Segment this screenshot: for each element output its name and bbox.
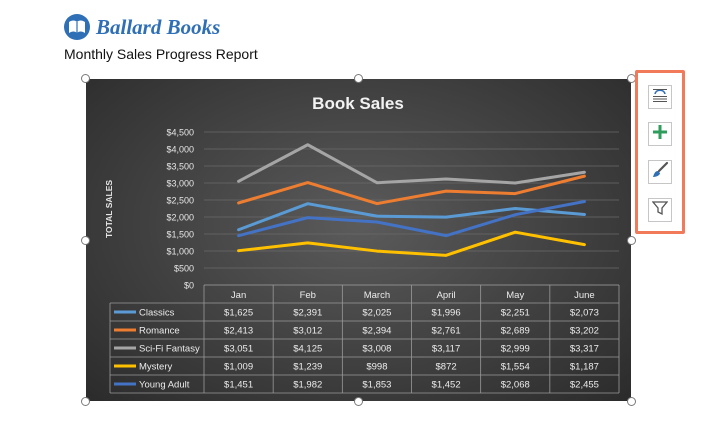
category-label: May xyxy=(506,290,524,301)
series-name-label: Young Adult xyxy=(139,380,190,391)
series-line-3 xyxy=(237,230,586,257)
category-label: March xyxy=(364,290,390,301)
y-axis-label: TOTAL SALES xyxy=(104,180,114,238)
series-name-label: Sci-Fi Fantasy xyxy=(139,344,200,355)
data-cell: $3,008 xyxy=(362,344,391,355)
y-tick-label: $2,000 xyxy=(166,213,194,223)
series-line-4 xyxy=(237,200,586,238)
data-cell: $2,413 xyxy=(224,326,253,337)
chart-styles-button[interactable] xyxy=(648,160,672,184)
resize-handle-bottom-right[interactable] xyxy=(627,397,636,406)
data-cell: $1,625 xyxy=(224,308,253,319)
data-cell: $1,239 xyxy=(293,362,322,373)
brush-icon xyxy=(651,161,669,184)
data-cell: $3,202 xyxy=(570,326,599,337)
data-cell: $3,317 xyxy=(570,344,599,355)
series-name-label: Classics xyxy=(139,308,175,319)
resize-handle-top-left[interactable] xyxy=(81,74,90,83)
data-cell: $2,761 xyxy=(432,326,461,337)
series-name-label: Romance xyxy=(139,326,180,337)
data-cell: $1,187 xyxy=(570,362,599,373)
plus-icon xyxy=(652,124,668,145)
data-cell: $1,451 xyxy=(224,380,253,391)
series-name-label: Mystery xyxy=(139,362,173,373)
brand-name: Ballard Books xyxy=(96,14,221,39)
data-cell: $1,009 xyxy=(224,362,253,373)
resize-handle-left[interactable] xyxy=(81,236,90,245)
resize-handle-right[interactable] xyxy=(627,236,636,245)
y-tick-label: $3,000 xyxy=(166,179,194,189)
category-label: June xyxy=(574,290,595,301)
data-cell: $1,982 xyxy=(293,380,322,391)
report-subtitle: Monthly Sales Progress Report xyxy=(64,46,258,62)
data-cell: $2,025 xyxy=(362,308,391,319)
layout-options-button[interactable] xyxy=(648,85,672,109)
data-cell: $2,394 xyxy=(362,326,391,337)
resize-handle-top[interactable] xyxy=(354,74,363,83)
category-label: April xyxy=(437,290,456,301)
y-tick-label: $3,500 xyxy=(166,162,194,172)
y-tick-label: $4,500 xyxy=(166,128,194,138)
resize-handle-bottom-left[interactable] xyxy=(81,397,90,406)
data-cell: $2,251 xyxy=(501,308,530,319)
series-line-2 xyxy=(237,143,586,185)
book-sales-chart: Book Sales TOTAL SALES $0 $500 $1,000 $1,500 $… xyxy=(104,94,620,394)
chart-filters-button[interactable] xyxy=(648,198,672,222)
data-cell: $3,117 xyxy=(432,344,460,355)
series-line-1 xyxy=(237,174,586,206)
data-cell: $2,391 xyxy=(293,308,322,319)
resize-handle-bottom[interactable] xyxy=(354,397,363,406)
data-cell: $4,125 xyxy=(293,344,322,355)
data-cell: $1,554 xyxy=(501,362,530,373)
data-cell: $3,051 xyxy=(224,344,253,355)
data-cell: $872 xyxy=(436,362,457,373)
filter-icon xyxy=(651,200,669,221)
series-line-0 xyxy=(237,202,586,232)
book-icon xyxy=(64,14,90,40)
y-tick-label: $1,000 xyxy=(166,247,194,257)
y-tick-label: $500 xyxy=(174,264,194,274)
data-cell: $2,073 xyxy=(570,308,599,319)
data-cell: $2,689 xyxy=(501,326,530,337)
y-tick-label: $4,000 xyxy=(166,145,194,155)
data-cell: $2,455 xyxy=(570,380,599,391)
data-cell: $3,012 xyxy=(293,326,322,337)
data-cell: $1,853 xyxy=(362,380,391,391)
y-tick-label: $1,500 xyxy=(166,230,194,240)
category-label: Feb xyxy=(300,290,316,301)
y-tick-label: $0 xyxy=(184,281,194,291)
data-cell: $998 xyxy=(366,362,387,373)
category-label: Jan xyxy=(231,290,246,301)
chart-title: Book Sales xyxy=(312,94,404,113)
chart-layout-icon xyxy=(651,86,669,109)
data-cell: $1,996 xyxy=(432,308,461,319)
data-cell: $1,452 xyxy=(432,380,461,391)
data-cell: $2,999 xyxy=(501,344,530,355)
chart-area[interactable]: Book Sales TOTAL SALES $0 $500 $1,000 $1,500 $… xyxy=(86,79,631,401)
brand-logo: Ballard Books xyxy=(64,12,220,42)
chart-elements-button[interactable] xyxy=(648,122,672,146)
y-tick-label: $2,500 xyxy=(166,196,194,206)
chart-tools-panel xyxy=(635,70,685,234)
data-cell: $2,068 xyxy=(501,380,530,391)
